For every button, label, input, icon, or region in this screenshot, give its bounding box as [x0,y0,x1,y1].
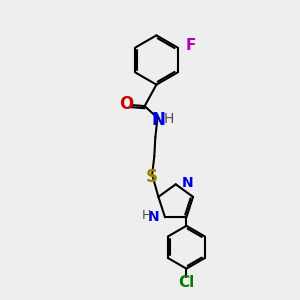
Text: S: S [146,168,158,186]
Text: N: N [147,210,159,224]
Text: F: F [185,38,196,53]
Text: Cl: Cl [178,275,194,290]
Text: N: N [152,111,166,129]
Text: H: H [142,208,151,222]
Text: N: N [182,176,193,190]
Text: O: O [119,95,133,113]
Text: H: H [164,112,175,126]
